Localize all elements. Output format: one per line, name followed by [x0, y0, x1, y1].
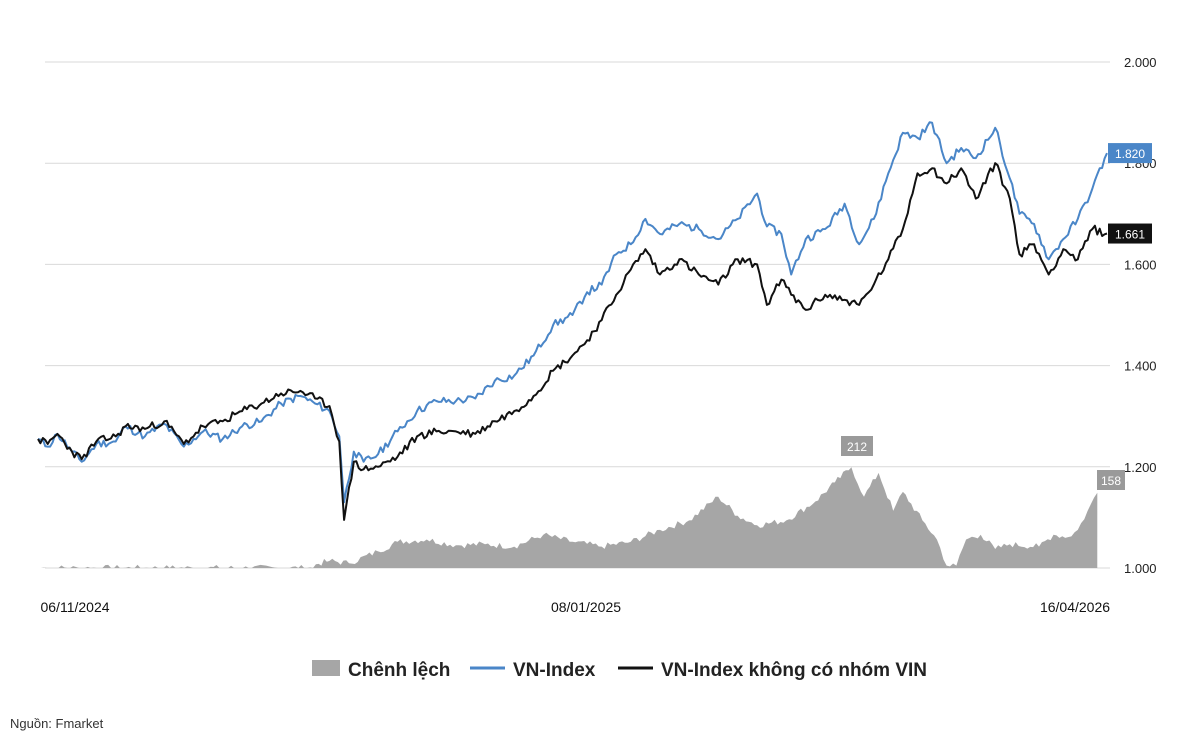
label-exvin-last: 1.661: [1115, 228, 1145, 242]
y-tick-label: 1.000: [1124, 561, 1157, 576]
label-vnindex-last: 1.820: [1115, 147, 1145, 161]
series-spread-area: [38, 467, 1098, 568]
x-axis: 06/11/2024 08/01/2025 16/04/2026: [40, 599, 1110, 615]
legend-swatch-spread: [312, 660, 340, 676]
value-labels: 1.820 1.661 212 158: [841, 143, 1152, 490]
x-tick-label: 08/01/2025: [551, 599, 621, 615]
legend-label-vnindex: VN-Index: [513, 660, 596, 681]
legend-label-exvin: VN-Index không có nhóm VIN: [661, 660, 927, 681]
legend: Chênh lệch VN-Index VN-Index không có nh…: [312, 660, 927, 681]
label-spread-last: 158: [1101, 474, 1121, 488]
series-exvin-line: [37, 162, 1108, 521]
label-vnindex-last-bg: [1108, 143, 1152, 164]
y-tick-label: 1.200: [1124, 460, 1157, 475]
y-tick-label: 1.400: [1124, 359, 1157, 374]
series-lines: [37, 121, 1108, 521]
grid: [45, 61, 1110, 569]
legend-label-spread: Chênh lệch: [348, 660, 450, 681]
x-tick-label: 06/11/2024: [40, 599, 109, 615]
label-spread-max: 212: [847, 440, 867, 454]
y-tick-label: 2.000: [1124, 55, 1157, 70]
series-vnindex-line: [37, 121, 1108, 504]
source-note: Nguồn: Fmarket: [10, 716, 104, 731]
label-exvin-last-bg: [1108, 223, 1152, 244]
y-tick-label: 1.600: [1124, 257, 1157, 272]
label-spread-last-bg: [1097, 470, 1125, 490]
label-spread-max-bg: [841, 436, 873, 456]
x-tick-label: 16/04/2026: [1040, 599, 1110, 615]
spread-area: [38, 467, 1098, 568]
